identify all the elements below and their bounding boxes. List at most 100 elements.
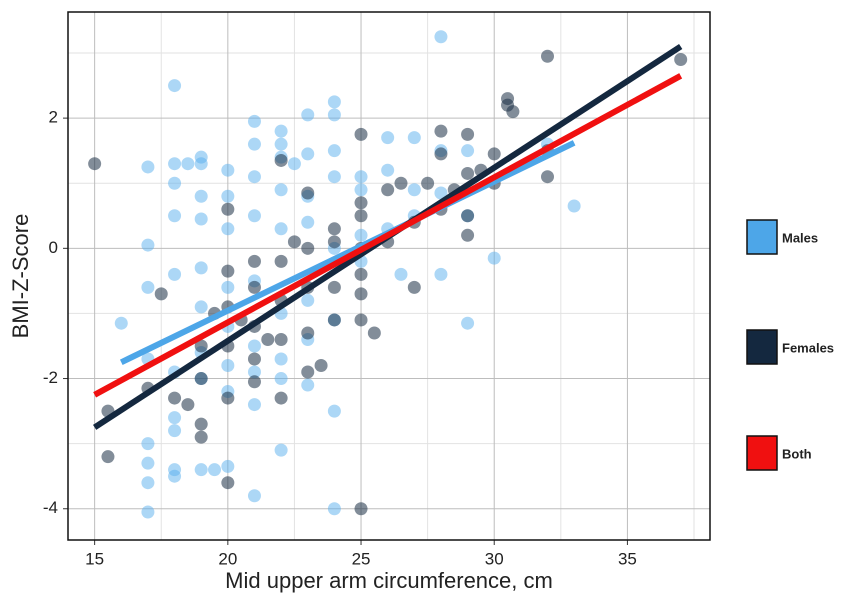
point <box>154 287 168 301</box>
point <box>141 437 155 451</box>
fit-line <box>93 73 683 398</box>
point <box>301 378 315 392</box>
point <box>274 254 288 268</box>
point <box>407 280 421 294</box>
point <box>354 170 368 184</box>
legend-swatch <box>746 435 778 471</box>
y-tick-label: 2 <box>49 108 58 127</box>
point <box>354 196 368 210</box>
point <box>287 235 301 249</box>
point <box>247 375 261 389</box>
point <box>168 209 182 223</box>
point <box>274 124 288 138</box>
point <box>168 424 182 438</box>
point <box>274 222 288 236</box>
point <box>247 398 261 412</box>
point <box>141 238 155 252</box>
point <box>567 199 581 213</box>
point <box>461 228 475 242</box>
point <box>327 313 341 327</box>
point <box>367 326 381 340</box>
point <box>221 359 235 373</box>
point <box>194 157 208 171</box>
point <box>434 147 448 161</box>
point <box>461 209 475 223</box>
point <box>274 391 288 405</box>
point <box>434 30 448 44</box>
point <box>327 108 341 122</box>
point <box>327 144 341 158</box>
point <box>247 170 261 184</box>
point <box>141 476 155 490</box>
point <box>301 293 315 307</box>
point <box>301 241 315 255</box>
point <box>221 280 235 294</box>
point <box>301 215 315 229</box>
point <box>194 212 208 226</box>
point <box>434 186 448 200</box>
point <box>287 157 301 171</box>
point <box>487 251 501 265</box>
point <box>354 287 368 301</box>
legend-label: Males <box>782 230 818 245</box>
point <box>194 372 208 386</box>
point <box>461 127 475 141</box>
point <box>247 114 261 128</box>
legend-swatch <box>746 329 778 365</box>
legend-label: Both <box>782 446 812 461</box>
point <box>506 105 520 119</box>
point <box>354 313 368 327</box>
point <box>168 267 182 281</box>
point <box>354 183 368 197</box>
point <box>327 235 341 249</box>
point <box>141 505 155 519</box>
point <box>194 261 208 275</box>
point <box>221 476 235 490</box>
x-tick-label: 20 <box>218 549 237 568</box>
point <box>327 95 341 109</box>
plot-frame <box>67 11 711 541</box>
point <box>247 209 261 223</box>
y-axis-title: BMI-Z-Score <box>8 214 33 339</box>
point <box>141 280 155 294</box>
point <box>327 170 341 184</box>
point <box>194 417 208 431</box>
point <box>274 183 288 197</box>
point <box>141 160 155 174</box>
point <box>301 365 315 379</box>
point <box>381 131 395 145</box>
point <box>194 189 208 203</box>
point <box>194 430 208 444</box>
point <box>274 153 288 167</box>
legend-swatch <box>746 219 778 255</box>
point <box>247 254 261 268</box>
point <box>88 157 102 171</box>
point <box>168 157 182 171</box>
point <box>274 372 288 386</box>
x-tick-label: 25 <box>352 549 371 568</box>
point <box>247 489 261 503</box>
point <box>194 463 208 477</box>
point <box>168 391 182 405</box>
point <box>208 463 222 477</box>
y-tick-label: 0 <box>49 238 58 257</box>
point <box>314 359 328 373</box>
point <box>221 222 235 236</box>
x-tick-label: 35 <box>618 549 637 568</box>
point <box>301 186 315 200</box>
legend-label: Females <box>782 340 834 355</box>
point <box>168 79 182 93</box>
point <box>394 267 408 281</box>
x-tick-label: 15 <box>85 549 104 568</box>
point <box>327 222 341 236</box>
point <box>114 316 128 330</box>
point <box>354 127 368 141</box>
point <box>327 280 341 294</box>
point <box>274 137 288 151</box>
point <box>541 170 555 184</box>
point <box>301 326 315 340</box>
point <box>354 209 368 223</box>
point <box>221 189 235 203</box>
point <box>221 459 235 473</box>
